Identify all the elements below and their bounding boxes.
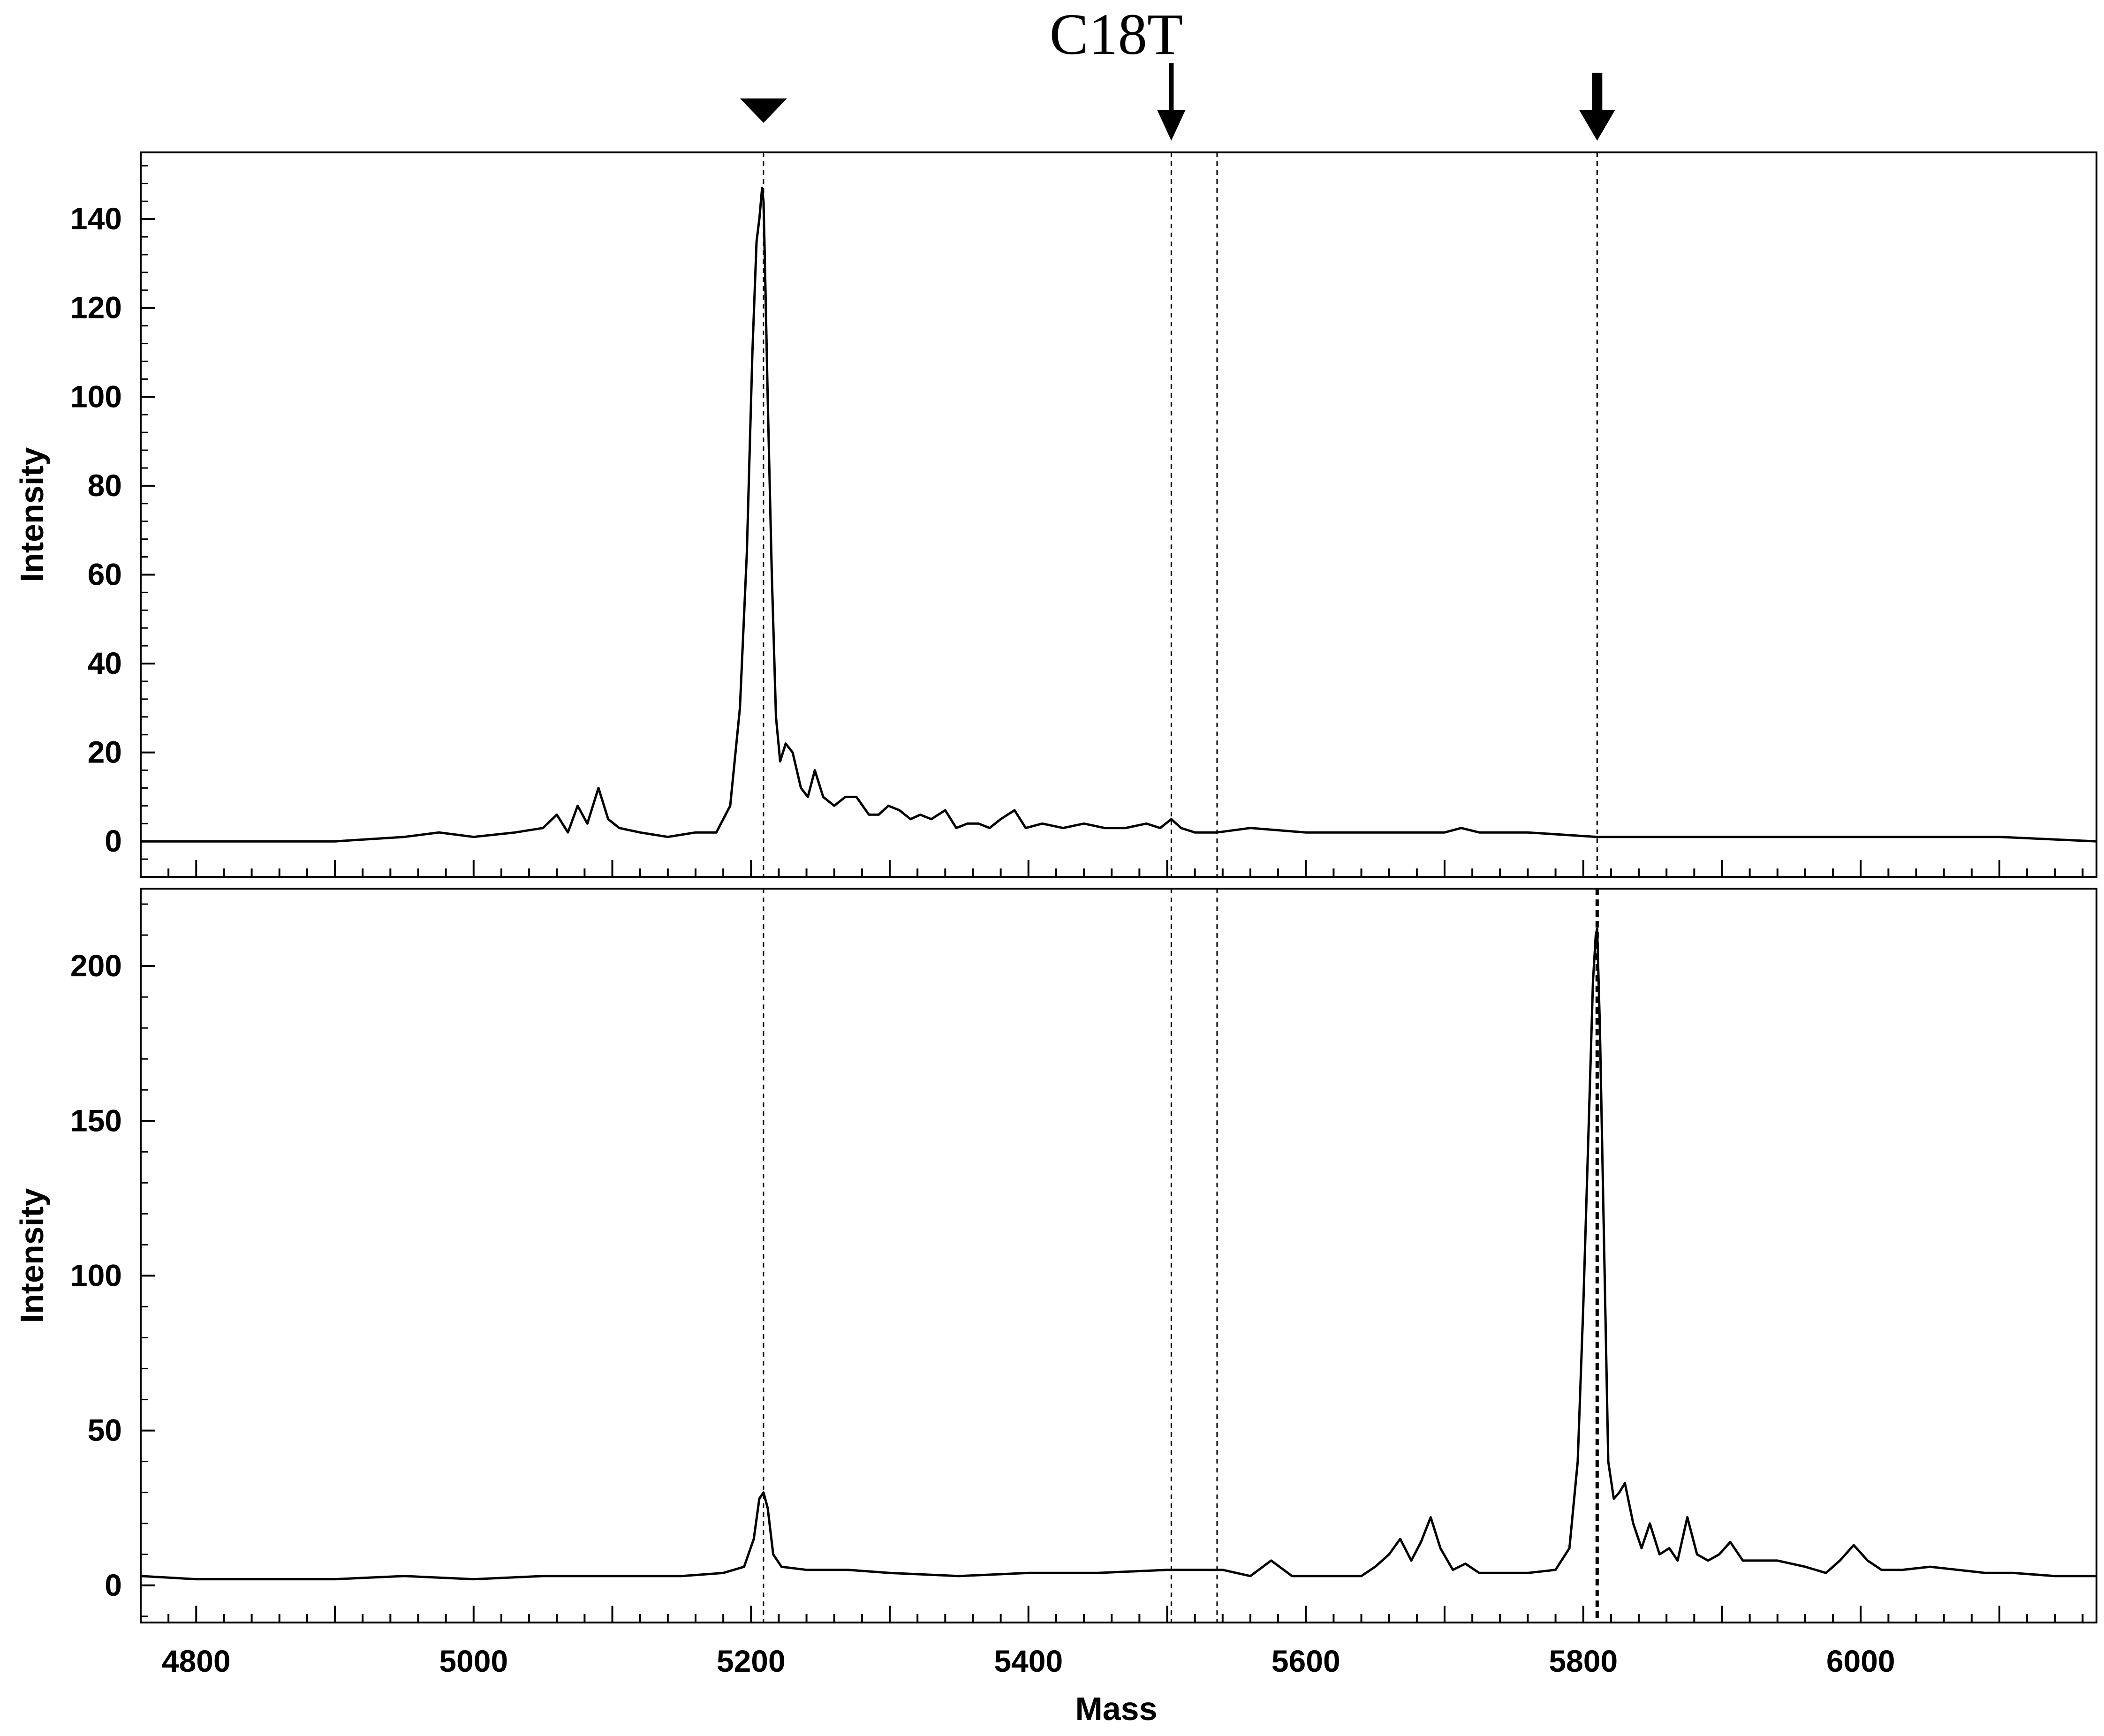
- y-tick-label: 120: [70, 290, 122, 325]
- x-tick-label: 5200: [717, 1644, 786, 1678]
- x-tick-label: 5600: [1271, 1644, 1340, 1678]
- arrow-shaft: [1169, 63, 1174, 117]
- x-tick-label: 5400: [994, 1644, 1063, 1678]
- bold-arrow-shaft: [1592, 73, 1603, 117]
- spectrum-line: [141, 187, 2097, 843]
- x-tick-label: 4800: [162, 1644, 231, 1678]
- y-tick-label: 50: [88, 1413, 122, 1448]
- y-tick-label: 0: [105, 823, 122, 858]
- spectrum-line: [140, 928, 2096, 1581]
- y-tick-label: 150: [70, 1103, 122, 1138]
- y-tick-label: 20: [88, 735, 122, 770]
- x-tick-label: 5000: [439, 1644, 508, 1678]
- y-tick-label: 140: [70, 201, 122, 236]
- bold-arrow-head: [1579, 110, 1615, 141]
- y-tick-label: 80: [88, 468, 122, 503]
- y-axis-label: Intensity: [14, 447, 50, 582]
- x-axis: 4800 5000 5200 5400 5600 5800 6000: [162, 1644, 1895, 1678]
- top-panel: 0 20 40 60 80 100 120 140 Intensity: [14, 151, 2097, 878]
- x-axis-label: Mass: [1075, 1691, 1157, 1727]
- peak-markers: [740, 63, 1615, 141]
- chart-title: C18T: [1050, 2, 1183, 67]
- y-tick-label: 200: [70, 948, 122, 983]
- x-tick-label: 6000: [1826, 1644, 1895, 1678]
- y-tick-label: 60: [88, 557, 122, 591]
- y-tick-label: 100: [70, 379, 122, 414]
- plot-frame: [140, 151, 2097, 878]
- bottom-panel: 0 50 100 150 200 Intensity: [14, 888, 2097, 1623]
- y-tick-label: 100: [70, 1258, 122, 1292]
- plot-frame: [140, 888, 2097, 1623]
- x-tick-label: 5800: [1549, 1644, 1618, 1678]
- y-tick-label: 40: [88, 646, 122, 680]
- y-tick-label: 0: [105, 1568, 122, 1602]
- y-axis-label: Intensity: [14, 1188, 50, 1323]
- triangle-down-marker: [740, 98, 787, 123]
- arrow-head: [1157, 110, 1186, 141]
